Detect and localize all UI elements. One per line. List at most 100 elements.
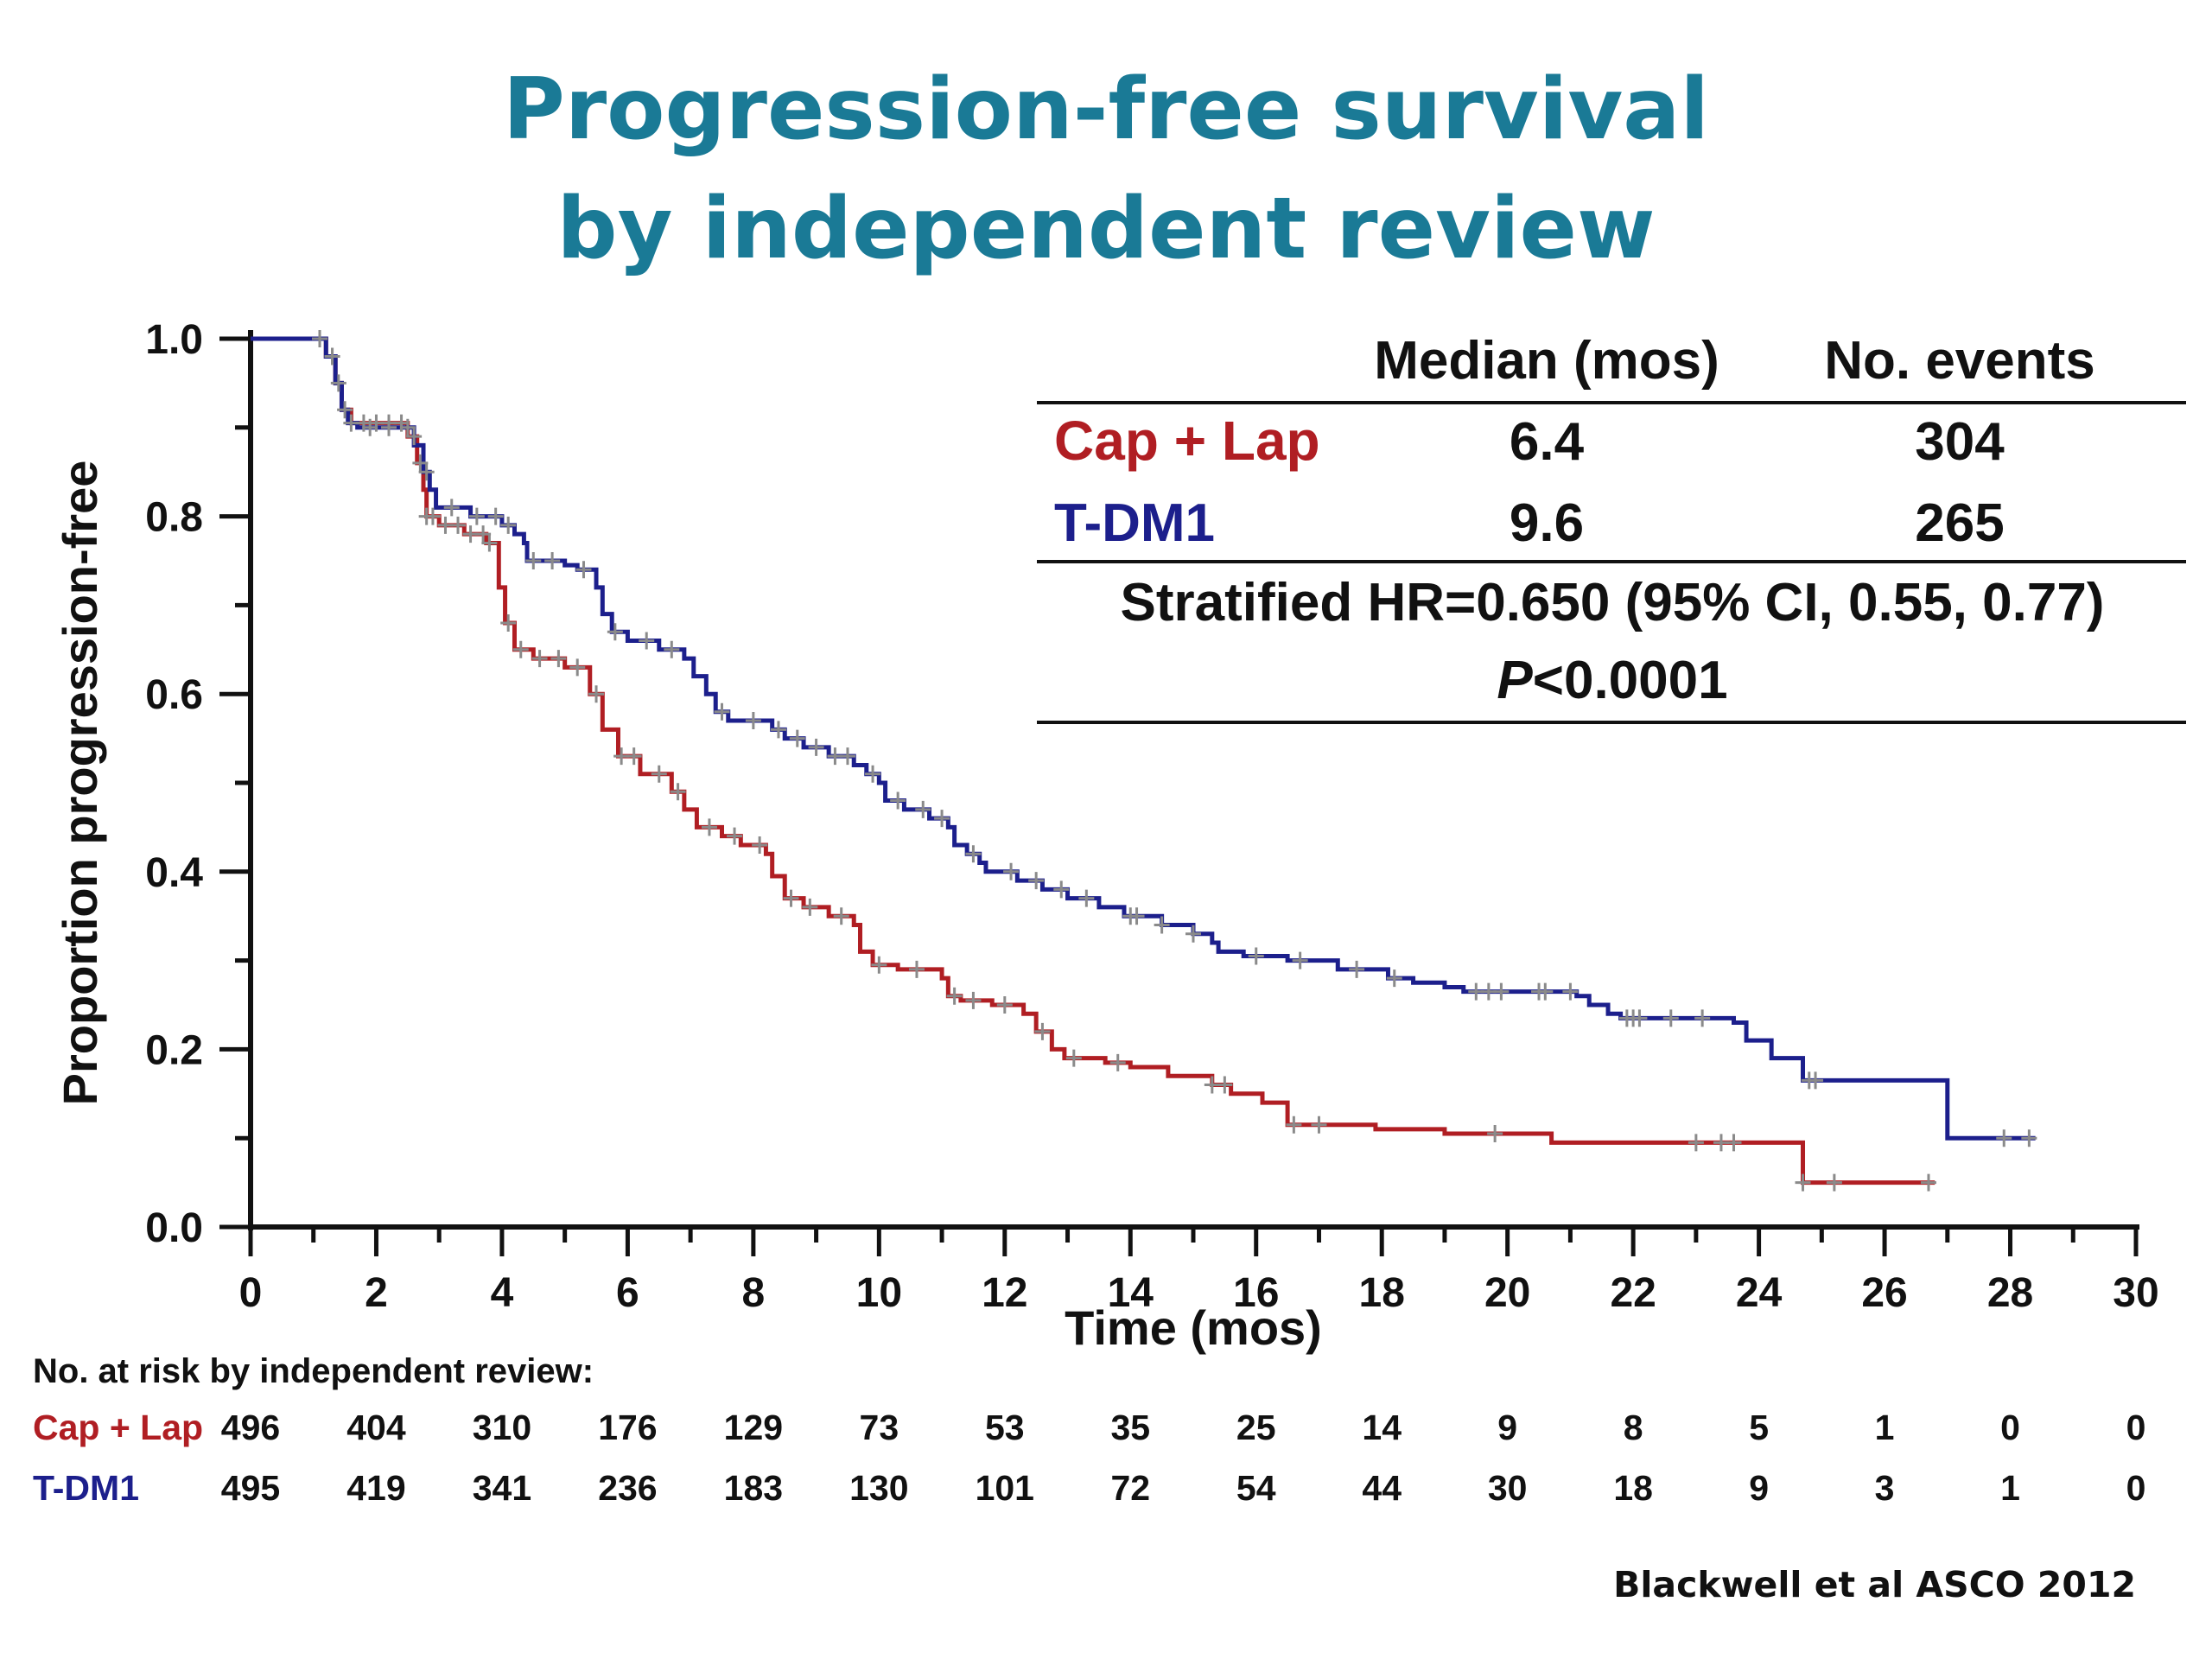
censor-mark bbox=[575, 561, 592, 579]
censor-mark bbox=[626, 747, 642, 766]
censor-mark bbox=[312, 330, 328, 347]
x-tick-label: 4 bbox=[491, 1270, 514, 1316]
x-axis-label: Time (mos) bbox=[1065, 1300, 1322, 1355]
at-risk-value: 419 bbox=[346, 1468, 405, 1508]
y-tick-label: 0.8 bbox=[145, 495, 203, 541]
censor-mark bbox=[1185, 925, 1201, 943]
censor-mark bbox=[1808, 1071, 1824, 1090]
censor-mark bbox=[664, 640, 680, 658]
censor-mark bbox=[550, 650, 567, 668]
at-risk-value: 130 bbox=[849, 1468, 908, 1508]
axes: 0 2 4 6 8 10 12 14 16 18 20 22 24 26 28 300.00.20.40.60… bbox=[53, 317, 2159, 1355]
table-row-label-tdm1: T-DM1 bbox=[1054, 493, 1215, 553]
censor-mark bbox=[1109, 1053, 1126, 1071]
censor-mark bbox=[481, 534, 498, 552]
citation: Blackwell et al ASCO 2012 bbox=[1613, 1564, 2136, 1605]
censor-mark bbox=[324, 347, 340, 365]
at-risk-value: 44 bbox=[1362, 1468, 1402, 1508]
x-tick-label: 30 bbox=[2113, 1270, 2158, 1316]
x-tick-label: 22 bbox=[1610, 1270, 1656, 1316]
at-risk-value: 495 bbox=[221, 1468, 280, 1508]
y-tick-label: 0.6 bbox=[145, 672, 203, 718]
at-risk-value: 310 bbox=[473, 1408, 531, 1447]
x-tick-label: 20 bbox=[1484, 1270, 1530, 1316]
censor-mark bbox=[412, 454, 429, 472]
table-row-events-cap-lap: 304 bbox=[1915, 412, 2005, 472]
censor-mark bbox=[1662, 1009, 1679, 1027]
table-row-label-cap-lap: Cap + Lap bbox=[1054, 410, 1320, 472]
x-tick-label: 24 bbox=[1736, 1270, 1783, 1316]
at-risk-value: 183 bbox=[724, 1468, 783, 1508]
censor-mark bbox=[789, 729, 805, 747]
censor-mark bbox=[607, 623, 623, 641]
at-risk-value: 30 bbox=[1488, 1468, 1528, 1508]
stats-table: Median (mos) No. events Cap + Lap 6.4 30… bbox=[1037, 331, 2186, 724]
at-risk-value: 18 bbox=[1613, 1468, 1653, 1508]
censor-mark bbox=[337, 401, 353, 419]
censor-mark bbox=[1537, 982, 1554, 1001]
censor-mark bbox=[802, 898, 818, 916]
censor-mark bbox=[330, 374, 346, 392]
p-value-text: P<0.0001 bbox=[1497, 651, 1727, 710]
censor-mark bbox=[839, 747, 855, 766]
censor-mark bbox=[1217, 1076, 1233, 1094]
p-value-number: <0.0001 bbox=[1533, 651, 1728, 710]
censor-mark bbox=[651, 765, 667, 783]
censor-mark bbox=[424, 507, 441, 525]
at-risk-label-tdm1: T-DM1 bbox=[33, 1468, 139, 1508]
at-risk-value: 1 bbox=[2000, 1468, 2020, 1508]
censor-mark bbox=[362, 418, 378, 436]
y-tick-label: 0.4 bbox=[145, 850, 203, 896]
censor-mark bbox=[890, 791, 906, 810]
censor-mark bbox=[531, 650, 548, 668]
at-risk-value: 404 bbox=[346, 1408, 406, 1447]
censor-mark bbox=[915, 800, 931, 818]
at-risk-value: 496 bbox=[221, 1408, 280, 1447]
at-risk-value: 9 bbox=[1497, 1408, 1517, 1447]
censor-mark bbox=[544, 552, 561, 569]
censor-mark bbox=[381, 418, 397, 436]
p-value-symbol: P bbox=[1497, 651, 1533, 710]
censor-mark bbox=[1003, 862, 1020, 880]
censor-mark bbox=[450, 516, 467, 534]
at-risk-value: 341 bbox=[473, 1468, 531, 1508]
x-tick-label: 18 bbox=[1359, 1270, 1405, 1316]
censor-mark bbox=[487, 507, 504, 525]
x-tick-label: 8 bbox=[742, 1270, 766, 1316]
censor-mark bbox=[1286, 1116, 1302, 1134]
censor-mark bbox=[908, 960, 925, 978]
x-tick-label: 6 bbox=[616, 1270, 639, 1316]
censor-mark bbox=[1631, 1009, 1648, 1027]
at-risk-value: 0 bbox=[2000, 1408, 2020, 1447]
at-risk-value: 9 bbox=[1749, 1468, 1769, 1508]
censor-mark bbox=[934, 810, 950, 828]
censor-mark bbox=[1562, 982, 1579, 1001]
at-risk-value: 25 bbox=[1236, 1408, 1276, 1447]
x-tick-label: 14 bbox=[1108, 1270, 1154, 1316]
censor-mark bbox=[1688, 1134, 1704, 1152]
censor-mark bbox=[1248, 947, 1264, 965]
censor-mark bbox=[500, 613, 517, 632]
at-risk-value: 5 bbox=[1749, 1408, 1769, 1447]
censor-marks bbox=[312, 330, 2037, 1192]
censor-mark bbox=[1028, 872, 1045, 890]
censor-mark bbox=[670, 783, 686, 801]
censor-mark bbox=[1996, 1129, 2012, 1147]
at-risk-value: 54 bbox=[1236, 1468, 1276, 1508]
at-risk-value: 3 bbox=[1875, 1468, 1895, 1508]
x-tick-label: 0 bbox=[239, 1270, 263, 1316]
y-tick-label: 0.2 bbox=[145, 1027, 203, 1073]
censor-mark bbox=[2021, 1129, 2037, 1147]
x-tick-label: 10 bbox=[856, 1270, 902, 1316]
censor-mark bbox=[808, 738, 824, 756]
table-row-median-tdm1: 9.6 bbox=[1510, 493, 1584, 553]
censor-mark bbox=[500, 516, 517, 534]
censor-mark bbox=[783, 889, 799, 907]
at-risk-label-cap-lap: Cap + Lap bbox=[33, 1408, 203, 1447]
censor-mark bbox=[468, 507, 485, 525]
censor-mark bbox=[752, 836, 768, 854]
at-risk-value: 73 bbox=[860, 1408, 899, 1447]
table-header-median: Median (mos) bbox=[1374, 331, 1719, 391]
